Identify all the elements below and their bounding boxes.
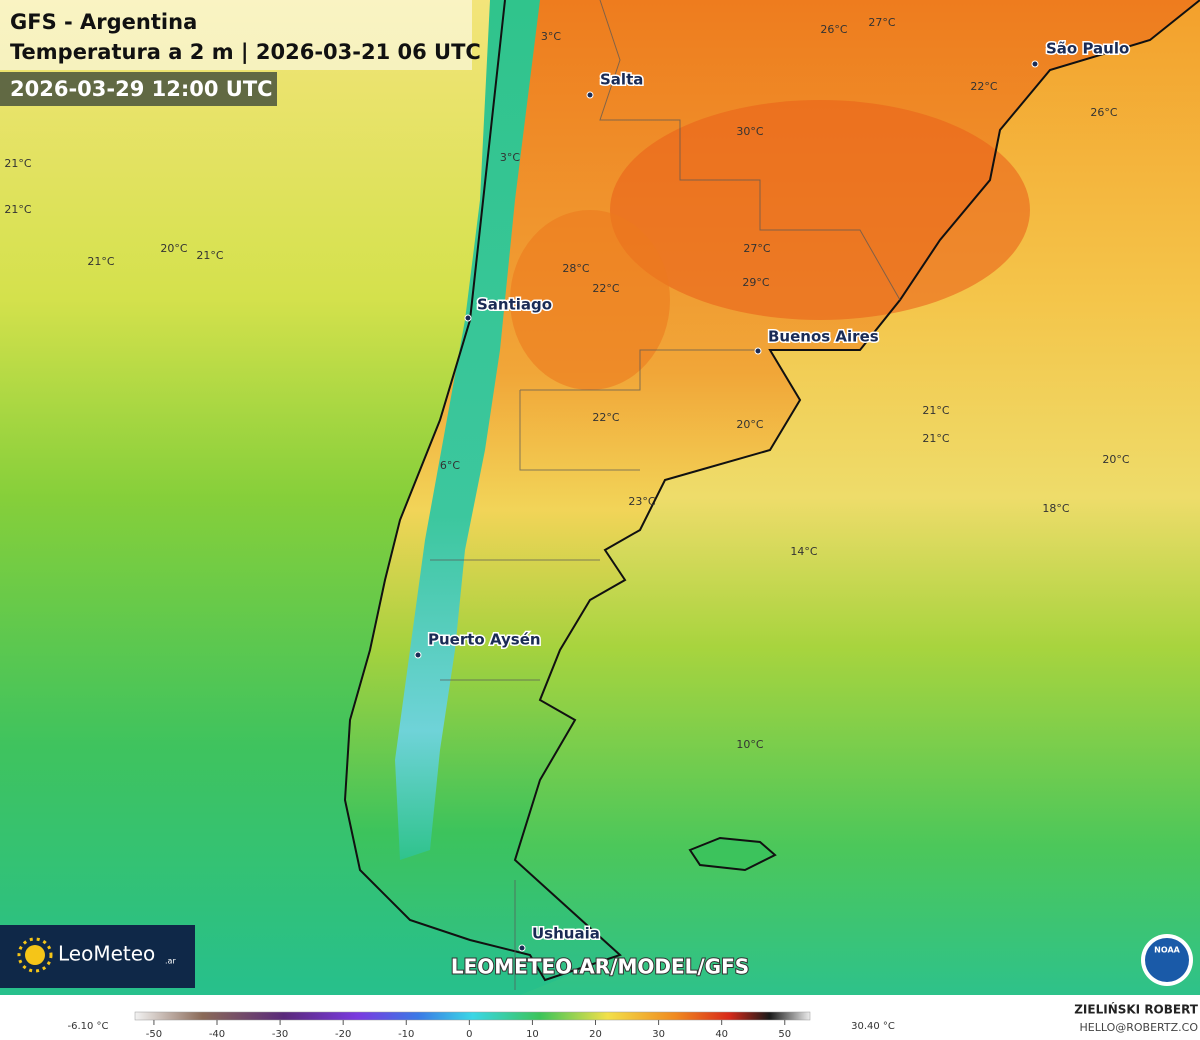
time-bg <box>0 72 277 106</box>
temperature-label: 20°C <box>736 418 763 431</box>
temperature-label: 26°C <box>1090 106 1117 119</box>
temperature-label: 27°C <box>868 16 895 29</box>
city-label: Salta <box>600 71 643 89</box>
valid-time: 2026-03-29 12:00 UTC <box>10 77 273 101</box>
colorbar-tick-label: 40 <box>715 1029 728 1040</box>
city-dot <box>1031 60 1039 68</box>
city-dot <box>464 314 472 322</box>
noaa-text: NOAA <box>1154 946 1180 955</box>
temperature-label: 23°C <box>628 495 655 508</box>
temperature-label: 21°C <box>4 157 31 170</box>
colorbar-max: 30.40 °C <box>851 1021 895 1032</box>
temperature-label: 3°C <box>541 30 561 43</box>
logo-sun <box>25 945 45 965</box>
temperature-label: 28°C <box>562 262 589 275</box>
colorbar-tick-label: -20 <box>335 1029 351 1040</box>
temperature-label: 21°C <box>196 249 223 262</box>
temperature-label: 30°C <box>736 125 763 138</box>
colorbar-ticks: -50 -40 -30 -20 -10 0 10 20 30 40 50 <box>146 1020 791 1040</box>
colorbar <box>134 1011 811 1021</box>
temperature-label: 14°C <box>790 545 817 558</box>
temperature-label: 22°C <box>592 411 619 424</box>
temperature-label: 18°C <box>1042 502 1069 515</box>
andes <box>395 0 540 860</box>
temperature-label: 21°C <box>922 432 949 445</box>
temperature-label: 20°C <box>1102 453 1129 466</box>
cities: Salta São Paulo Santiago Buenos Aires Puerto… <box>414 38 1131 952</box>
title: GFS - Argentina <box>10 10 197 34</box>
city-label: Puerto Aysén <box>428 631 541 649</box>
colorbar-tick-label: 20 <box>589 1029 602 1040</box>
hot-area <box>510 210 670 390</box>
city-label: São Paulo <box>1046 40 1129 58</box>
city-label: Santiago <box>477 296 552 314</box>
author: ZIELIŃSKI ROBERT <box>1074 1002 1199 1017</box>
subtitle: Temperatura a 2 m | 2026-03-21 06 UTC <box>10 40 481 65</box>
logo-rays <box>17 937 53 973</box>
falklands <box>688 836 777 872</box>
colorbar-tick-label: -50 <box>146 1029 162 1040</box>
colorbar-tick-label: -10 <box>398 1029 414 1040</box>
colorbar-tick-label: -40 <box>209 1029 225 1040</box>
temperature-label: 21°C <box>922 404 949 417</box>
temperature-label: 20°C <box>160 242 187 255</box>
colorbar-tick-label: -30 <box>272 1029 288 1040</box>
colorbar-tick-label: 50 <box>778 1029 791 1040</box>
colorbar-min: -6.10 °C <box>67 1021 108 1032</box>
noaa-logo <box>1145 938 1189 982</box>
city-dot <box>586 91 594 99</box>
colorbar-tick-label: 30 <box>652 1029 665 1040</box>
colorbar-tick-label: 0 <box>466 1029 472 1040</box>
temperature-label: 21°C <box>4 203 31 216</box>
city-dot <box>518 944 526 952</box>
city-dot <box>754 347 762 355</box>
temperature-label: 22°C <box>970 80 997 93</box>
temperature-labels: 3°C 26°C 27°C 22°C 26°C 3°C 30°C 21°C 21°C 20°C 21… <box>4 16 1129 751</box>
url: LEOMETEO.AR/MODEL/GFS <box>451 955 749 979</box>
temperature-label: 21°C <box>87 255 114 268</box>
temperature-label: 29°C <box>742 276 769 289</box>
logo-suffix: .ar <box>165 957 176 966</box>
borders <box>430 0 901 990</box>
temperature-label: 22°C <box>592 282 619 295</box>
temperature-label: 27°C <box>743 242 770 255</box>
logo: LeoMeteo <box>58 942 155 966</box>
header-bg <box>0 0 472 70</box>
city-label: Buenos Aires <box>768 328 879 346</box>
coastline <box>343 0 1200 982</box>
temperature-label: 26°C <box>820 23 847 36</box>
hot-area <box>610 100 1030 320</box>
email: HELLO@ROBERTZ.CO <box>1080 1021 1199 1034</box>
temperature-label: 6°C <box>440 459 460 472</box>
temperature-label: 3°C <box>500 151 520 164</box>
temperature-label: 10°C <box>736 738 763 751</box>
ocean-east <box>515 0 1200 995</box>
city-dot <box>414 651 422 659</box>
city-label: Ushuaia <box>532 925 600 943</box>
colorbar-tick-label: 10 <box>526 1029 539 1040</box>
